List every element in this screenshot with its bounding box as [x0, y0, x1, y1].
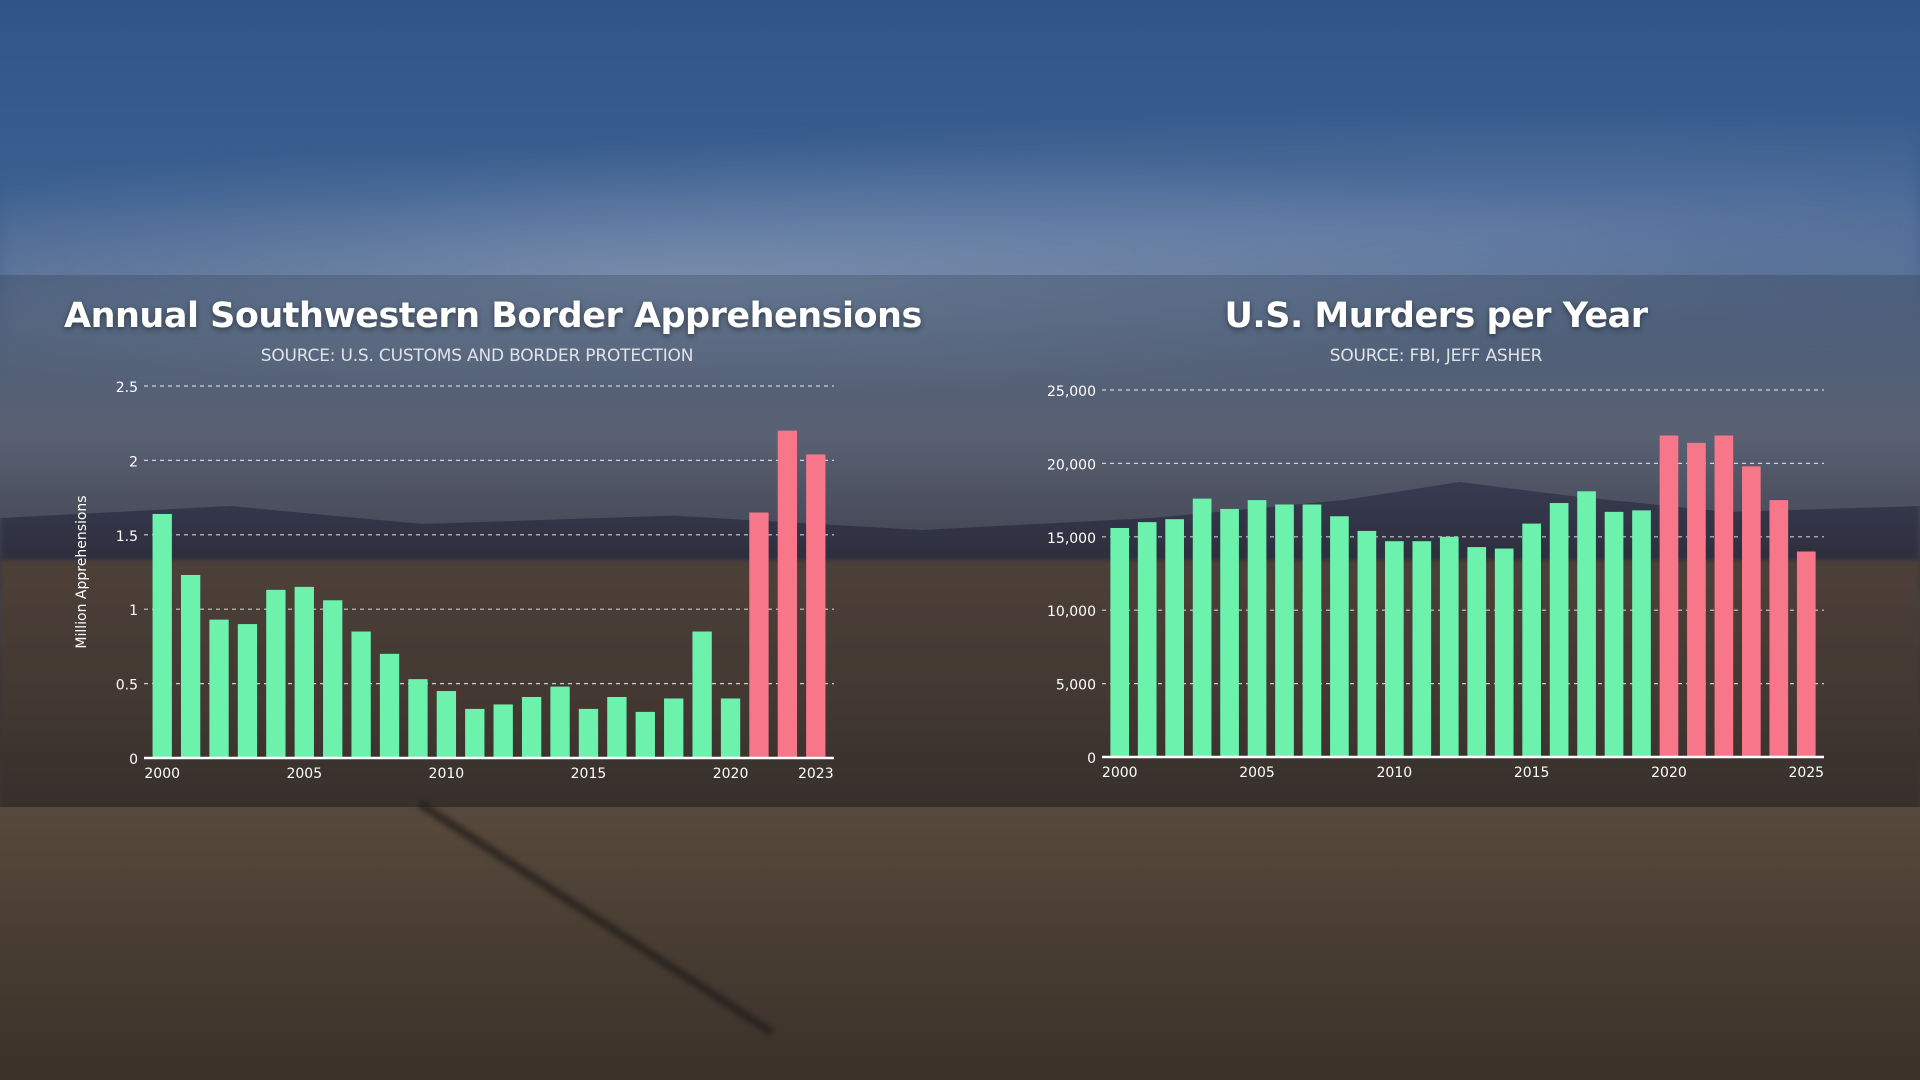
bar-2007 — [351, 631, 371, 758]
bar-2017 — [635, 711, 655, 758]
bar-2001 — [180, 574, 201, 758]
chart-2-title: U.S. Murders per Year — [1224, 296, 1648, 336]
bar-2015 — [578, 708, 599, 758]
y-tick-label: 10,000 — [1047, 604, 1096, 620]
bar-2019 — [1632, 510, 1651, 757]
chart-1-source: SOURCE: U.S. CUSTOMS AND BORDER PROTECTI… — [260, 346, 694, 366]
desert-ground — [0, 560, 1920, 810]
y-tick-label: 2.5 — [116, 380, 138, 396]
bar-2002 — [209, 619, 229, 758]
x-tick-label: 2000 — [144, 766, 180, 782]
bar-2021 — [749, 512, 769, 758]
bar-2000 — [152, 513, 172, 758]
x-tick-label: 2020 — [713, 766, 749, 782]
chart-1-title: Annual Southwestern Border Apprehensions — [64, 296, 922, 336]
bar-2009 — [408, 679, 428, 758]
bar-2008 — [1330, 516, 1349, 757]
lower-background — [0, 807, 1920, 1080]
bar-2020 — [720, 698, 741, 758]
bar-2019 — [692, 631, 712, 758]
x-tick-label: 2005 — [286, 766, 322, 782]
bar-2013 — [521, 696, 542, 758]
bar-2012 — [1439, 536, 1459, 757]
murders-chart: 0 5,000 10,000 15,000 20,000 25,000 2000 2005 20… — [1047, 384, 1824, 781]
bar-2002 — [1165, 519, 1184, 757]
bar-2005 — [294, 586, 314, 758]
x-tick-label: 2020 — [1651, 765, 1687, 781]
y-tick-label: 0 — [1087, 751, 1096, 767]
x-tick-label: 2010 — [429, 766, 465, 782]
bar-2012 — [493, 704, 513, 758]
x-tick-label: 2023 — [798, 766, 834, 782]
bar-2011 — [465, 708, 485, 758]
x-tick-label: 2010 — [1377, 765, 1413, 781]
x-tick-label: 2000 — [1102, 765, 1138, 781]
bar-2016 — [1549, 503, 1569, 757]
bar-2010 — [436, 691, 457, 758]
y-tick-label: 2 — [129, 454, 138, 470]
chart-2-source: SOURCE: FBI, JEFF ASHER — [1329, 346, 1543, 366]
bar-2022 — [777, 430, 798, 758]
bar-2004 — [1220, 508, 1239, 757]
y-tick-label: 20,000 — [1047, 457, 1096, 473]
y-tick-label: 0 — [129, 752, 138, 768]
bar-2023 — [1742, 466, 1761, 757]
bar-2006 — [323, 600, 343, 758]
chart-panel — [0, 275, 1920, 807]
bar-2003 — [237, 624, 258, 758]
bar-2022 — [1714, 435, 1734, 757]
y-tick-label: 15,000 — [1047, 531, 1096, 547]
bar-2024 — [1769, 500, 1789, 757]
bar-2010 — [1385, 541, 1404, 757]
x-tick-label: 2015 — [571, 766, 607, 782]
bar-2021 — [1687, 442, 1706, 757]
bar-2018 — [1604, 511, 1624, 757]
bar-2008 — [379, 653, 400, 758]
bar-2018 — [664, 698, 684, 758]
apprehensions-chart: 0 0.5 1 1.5 2 2.5 2000 2005 2010 2015 2020 2023 Mill… — [74, 380, 834, 782]
x-tick-label: 2005 — [1239, 765, 1275, 781]
y-tick-label: 1.5 — [116, 529, 138, 545]
x-tick-label: 2025 — [1788, 765, 1824, 781]
bar-2013 — [1467, 547, 1487, 757]
x-tick-label: 2015 — [1514, 765, 1550, 781]
y-tick-label: 1 — [129, 603, 138, 619]
bar-2014 — [550, 686, 570, 758]
bar-2003 — [1192, 498, 1212, 757]
bar-2014 — [1494, 548, 1514, 757]
bar-2001 — [1137, 522, 1157, 757]
bar-2025 — [1796, 551, 1816, 757]
y-tick-label: 25,000 — [1047, 384, 1096, 400]
bar-2005 — [1247, 500, 1267, 757]
bar-2000 — [1110, 527, 1130, 757]
bar-2007 — [1302, 504, 1322, 757]
y-tick-label: 0.5 — [116, 678, 138, 694]
y-axis-label: Million Apprehensions — [74, 495, 90, 648]
bar-2020 — [1659, 435, 1679, 757]
bar-2004 — [266, 589, 286, 758]
sky-background — [0, 120, 1920, 380]
bar-2006 — [1275, 504, 1294, 757]
bar-2017 — [1577, 491, 1596, 757]
bar-2011 — [1412, 541, 1432, 757]
bar-2023 — [806, 454, 826, 758]
bar-2016 — [607, 696, 627, 758]
bar-2015 — [1522, 523, 1541, 757]
y-tick-label: 5,000 — [1056, 678, 1096, 694]
bar-2009 — [1357, 530, 1377, 757]
